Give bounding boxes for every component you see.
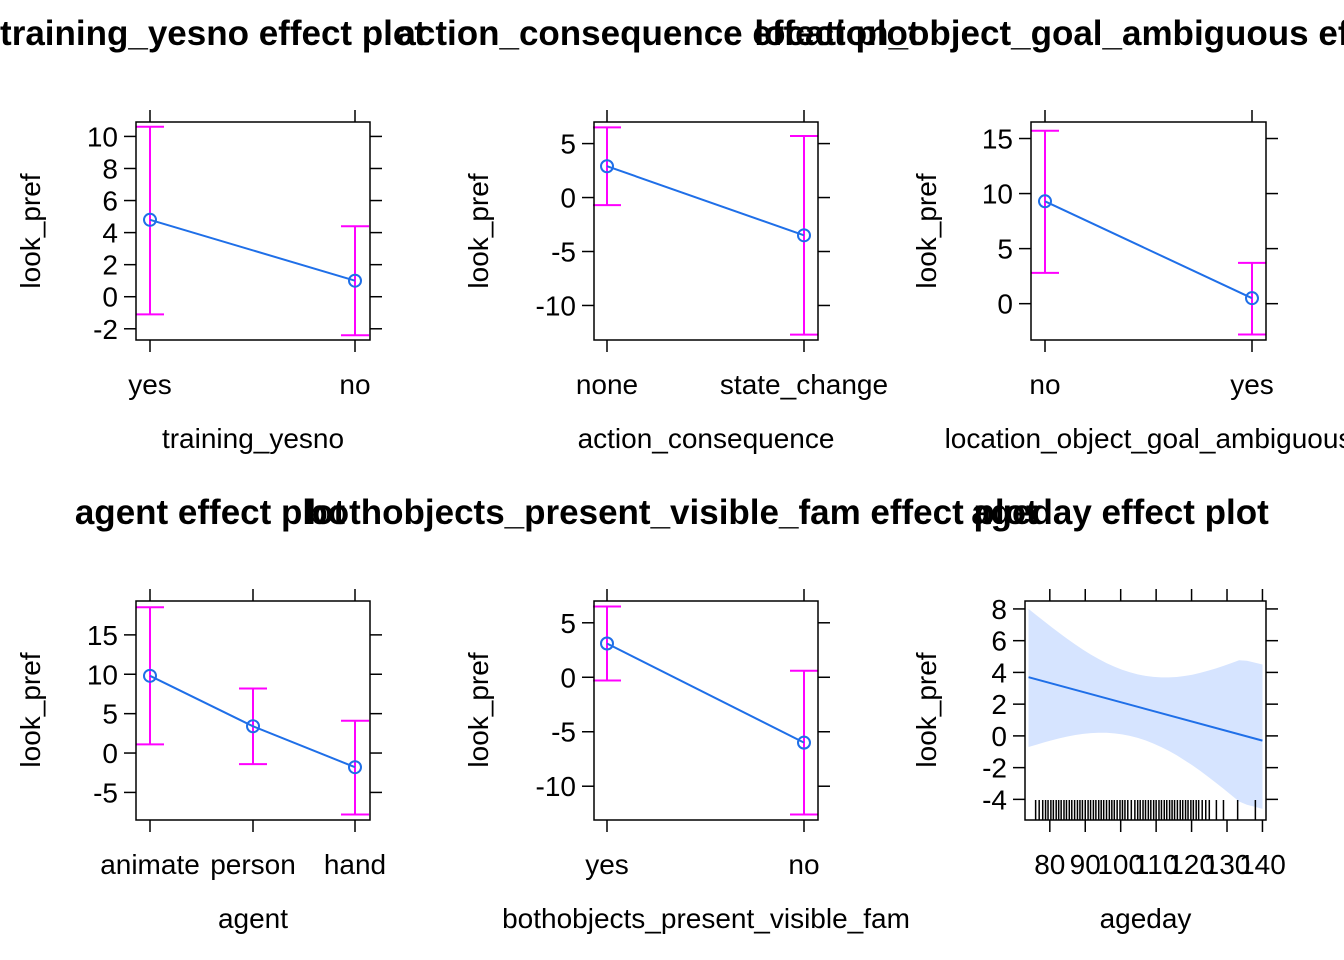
panel-title: action_consequence effect plot: [396, 14, 920, 53]
y-tick-label: 5: [560, 608, 576, 639]
x-category-label: person: [210, 849, 296, 880]
x-tick-label: 140: [1239, 849, 1286, 880]
y-tick-label: 8: [991, 594, 1007, 625]
panel-title: ageday effect plot: [971, 493, 1269, 532]
y-tick-label: 8: [102, 153, 118, 184]
x-category-label: none: [576, 369, 638, 400]
data-point: [1038, 194, 1052, 209]
effect-line: [606, 642, 805, 744]
data-point: [143, 668, 157, 683]
y-tick-label: 0: [991, 721, 1007, 752]
effect-line: [149, 218, 356, 282]
x-tick-label: 110: [1134, 849, 1179, 880]
x-category-label: state_change: [720, 369, 888, 400]
y-tick-label: -2: [93, 314, 118, 345]
y-tick-label: 6: [991, 626, 1007, 657]
panel-2: action_consequence effect plot look_prefa…: [396, 14, 920, 454]
plot-frame: [135, 121, 371, 341]
y-tick-label: 2: [991, 689, 1007, 720]
panel-title: location_object_goal_ambiguous effect pl…: [754, 14, 1344, 53]
y-tick-label: 0: [102, 282, 118, 313]
data-point: [246, 719, 260, 734]
y-tick-label: -2: [982, 753, 1007, 784]
panel-title: training_yesno effect plot: [0, 14, 426, 53]
y-tick-label: -5: [93, 777, 118, 808]
data-point: [797, 228, 811, 243]
y-axis-label: look_pref: [911, 173, 942, 288]
panel-title: bothobjects_present_visible_fam effect p…: [306, 493, 1038, 532]
y-tick-label: -10: [536, 771, 576, 802]
x-category-label: no: [1029, 369, 1060, 400]
effect-line: [606, 165, 805, 237]
panel-title: agent effect plot: [75, 493, 346, 532]
x-category-label: no: [788, 849, 819, 880]
effect-line: [149, 674, 356, 769]
panel-3: location_object_goal_ambiguous effect pl…: [754, 14, 1344, 454]
plot-frame: [1030, 121, 1267, 341]
effect-line: [1044, 200, 1253, 300]
x-tick-label: 80: [1034, 849, 1065, 880]
y-tick-label: 0: [997, 289, 1013, 320]
x-category-label: yes: [585, 849, 629, 880]
x-tick-label: 130: [1204, 849, 1251, 880]
x-category-label: yes: [128, 369, 172, 400]
y-axis-label: look_pref: [15, 652, 46, 767]
data-point: [348, 760, 362, 775]
y-tick-label: 0: [560, 662, 576, 693]
effect-line: [1028, 676, 1263, 742]
y-tick-label: -10: [536, 290, 576, 321]
y-axis-label: look_pref: [15, 173, 46, 288]
y-tick-label: 10: [87, 121, 118, 152]
y-tick-label: 5: [997, 234, 1013, 265]
data-point: [600, 636, 614, 651]
y-tick-label: -5: [551, 717, 576, 748]
x-category-label: no: [339, 369, 370, 400]
x-axis-label: ageday: [1100, 903, 1192, 934]
data-point: [143, 212, 157, 227]
y-axis-label: look_pref: [911, 652, 942, 767]
plot-frame: [135, 600, 371, 821]
plot-frame: [593, 600, 819, 821]
plot-frame: [1024, 600, 1267, 821]
y-tick-label: 0: [102, 738, 118, 769]
y-axis-label: look_pref: [463, 173, 494, 288]
x-axis-label: action_consequence: [578, 423, 835, 454]
y-tick-label: 10: [87, 659, 118, 690]
y-tick-label: 4: [991, 657, 1007, 688]
y-tick-label: -5: [551, 237, 576, 268]
y-tick-label: 5: [102, 699, 118, 730]
y-tick-label: 2: [102, 250, 118, 281]
x-category-label: yes: [1230, 369, 1274, 400]
data-point: [797, 735, 811, 750]
x-axis-label: agent: [218, 903, 288, 934]
x-tick-label: 90: [1070, 849, 1101, 880]
y-tick-label: 15: [87, 620, 118, 651]
y-tick-label: 4: [102, 218, 118, 249]
x-category-label: animate: [100, 849, 200, 880]
x-axis-label: bothobjects_present_visible_fam: [502, 903, 910, 934]
y-tick-label: 10: [982, 179, 1013, 210]
x-tick-label: 120: [1168, 849, 1215, 880]
panel-5: bothobjects_present_visible_fam effect p…: [306, 493, 1038, 934]
x-tick-label: 100: [1097, 849, 1144, 880]
x-axis-label: location_object_goal_ambiguous: [945, 423, 1344, 454]
y-tick-label: 0: [560, 183, 576, 214]
panel-1: training_yesno effect plot look_preftrain…: [0, 14, 426, 454]
y-tick-label: 15: [982, 124, 1013, 155]
data-point: [1245, 291, 1259, 306]
y-tick-label: 6: [102, 186, 118, 217]
y-tick-label: 5: [560, 129, 576, 160]
y-tick-label: -4: [982, 784, 1007, 815]
plot-frame: [593, 121, 819, 341]
x-category-label: hand: [324, 849, 386, 880]
x-axis-label: training_yesno: [162, 423, 344, 454]
y-axis-label: look_pref: [463, 652, 494, 767]
data-point: [348, 273, 362, 288]
data-point: [600, 159, 614, 174]
